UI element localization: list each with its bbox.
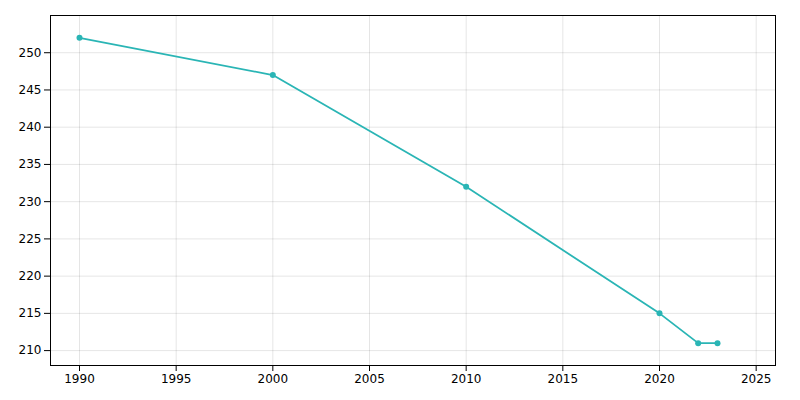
svg-text:250: 250 (19, 46, 42, 60)
svg-text:2015: 2015 (548, 372, 579, 386)
svg-text:220: 220 (19, 269, 42, 283)
svg-text:2000: 2000 (258, 372, 289, 386)
svg-text:235: 235 (19, 157, 42, 171)
svg-text:210: 210 (19, 343, 42, 357)
svg-text:245: 245 (19, 83, 42, 97)
svg-text:1990: 1990 (64, 372, 95, 386)
svg-text:2010: 2010 (451, 372, 482, 386)
svg-text:1995: 1995 (161, 372, 192, 386)
svg-text:240: 240 (19, 120, 42, 134)
svg-text:225: 225 (19, 232, 42, 246)
svg-text:230: 230 (19, 195, 42, 209)
svg-text:2025: 2025 (741, 372, 772, 386)
svg-text:2005: 2005 (354, 372, 385, 386)
svg-text:2020: 2020 (644, 372, 675, 386)
svg-text:215: 215 (19, 306, 42, 320)
